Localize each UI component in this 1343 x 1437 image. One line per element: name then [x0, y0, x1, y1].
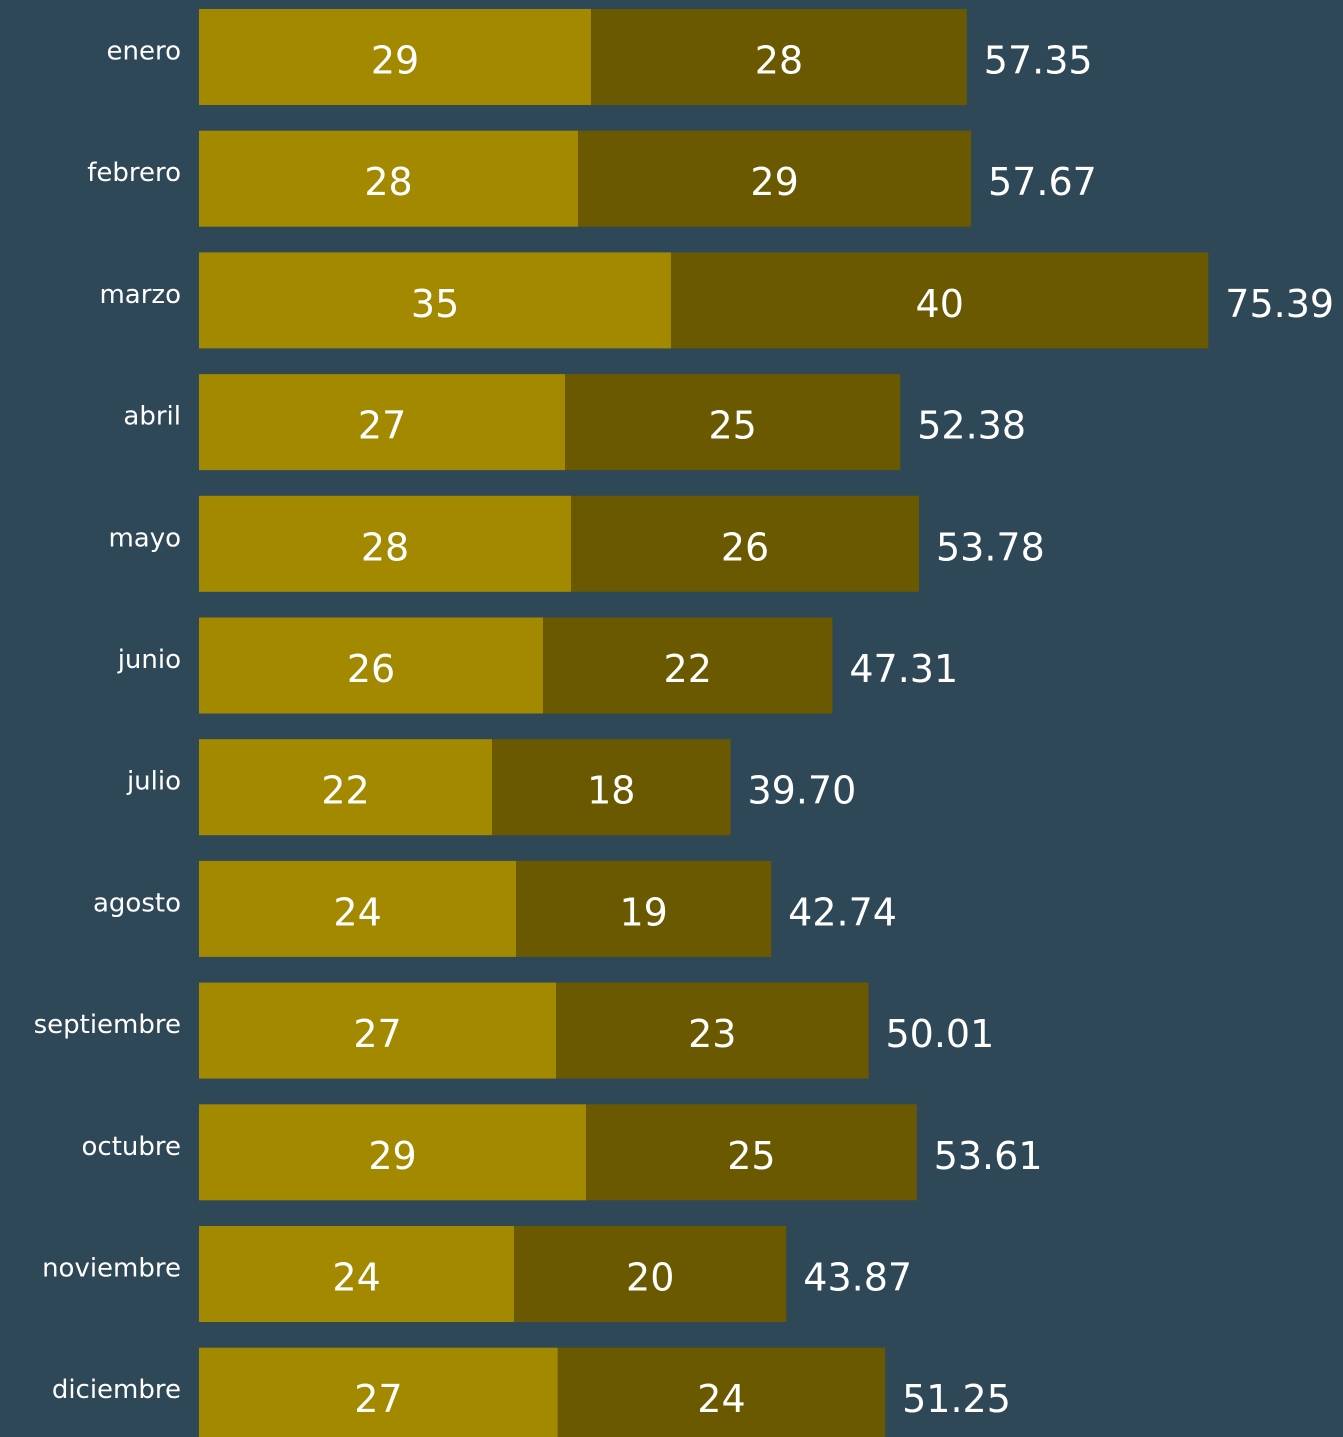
bar-segment	[199, 374, 566, 471]
segment-label: 19	[619, 890, 667, 934]
category-label: abril	[123, 402, 181, 432]
bar-segment	[543, 617, 833, 714]
bar-segment	[199, 1104, 587, 1201]
total-label: 53.61	[934, 1134, 1043, 1178]
total-label: 42.74	[788, 890, 897, 934]
bar-segment	[199, 739, 493, 836]
segment-label: 25	[727, 1134, 775, 1178]
segment-label: 40	[916, 282, 964, 326]
total-label: 52.38	[917, 404, 1026, 448]
category-label: noviembre	[42, 1254, 181, 1284]
bar-segment	[514, 1226, 787, 1322]
segment-label: 23	[688, 1012, 736, 1056]
total-label: 75.39	[1225, 282, 1334, 326]
segment-label: 18	[587, 769, 635, 813]
segment-label: 28	[364, 160, 412, 204]
segment-label: 27	[354, 1377, 402, 1421]
bar-segment	[199, 1226, 515, 1322]
bar-segment	[199, 495, 572, 592]
bar-segment	[199, 9, 592, 105]
total-label: 43.87	[803, 1256, 912, 1300]
bar-segment	[571, 495, 919, 592]
segment-label: 24	[697, 1377, 745, 1421]
bar-segment	[199, 982, 557, 1079]
bar-segment	[199, 252, 672, 349]
total-label: 51.25	[902, 1377, 1011, 1421]
segment-label: 26	[347, 647, 395, 691]
segment-label: 29	[750, 160, 798, 204]
bar-segment	[492, 739, 731, 836]
bar-segment	[586, 1104, 917, 1201]
segment-label: 20	[626, 1256, 674, 1300]
bar-segment	[557, 1347, 886, 1437]
segment-label: 24	[332, 1256, 380, 1300]
total-label: 39.70	[747, 769, 856, 813]
bar-segment	[199, 617, 544, 714]
category-label: agosto	[93, 888, 181, 918]
category-label: diciembre	[52, 1375, 181, 1405]
bar-segment	[556, 982, 869, 1079]
segment-label: 28	[755, 39, 803, 83]
total-label: 57.67	[988, 160, 1097, 204]
segment-label: 24	[333, 890, 381, 934]
segment-label: 27	[353, 1012, 401, 1056]
segment-label: 28	[361, 525, 409, 569]
segment-label: 22	[664, 647, 712, 691]
category-label: julio	[126, 767, 181, 797]
segment-label: 29	[368, 1134, 416, 1178]
category-label: enero	[107, 37, 182, 67]
total-label: 47.31	[849, 647, 958, 691]
segment-label: 25	[709, 404, 757, 448]
bar-segment	[565, 374, 901, 471]
category-label: febrero	[87, 158, 181, 188]
total-label: 53.78	[936, 525, 1045, 569]
category-label: mayo	[108, 523, 181, 553]
bar-segment	[578, 130, 972, 227]
category-label: octubre	[82, 1132, 182, 1162]
segment-label: 22	[321, 769, 369, 813]
bar-segment	[199, 860, 517, 957]
bar-segment	[671, 252, 1209, 349]
bar-segment	[199, 130, 579, 227]
category-label: junio	[117, 645, 181, 675]
bar-segment	[516, 860, 772, 957]
bar-segment	[591, 9, 967, 105]
segment-label: 29	[371, 39, 419, 83]
bar-segment	[199, 1347, 558, 1437]
segment-label: 27	[358, 404, 406, 448]
segment-label: 26	[721, 525, 769, 569]
total-label: 50.01	[886, 1012, 995, 1056]
total-label: 57.35	[984, 39, 1093, 83]
category-label: septiembre	[34, 1010, 181, 1040]
segment-label: 35	[411, 282, 459, 326]
category-label: marzo	[99, 280, 181, 310]
